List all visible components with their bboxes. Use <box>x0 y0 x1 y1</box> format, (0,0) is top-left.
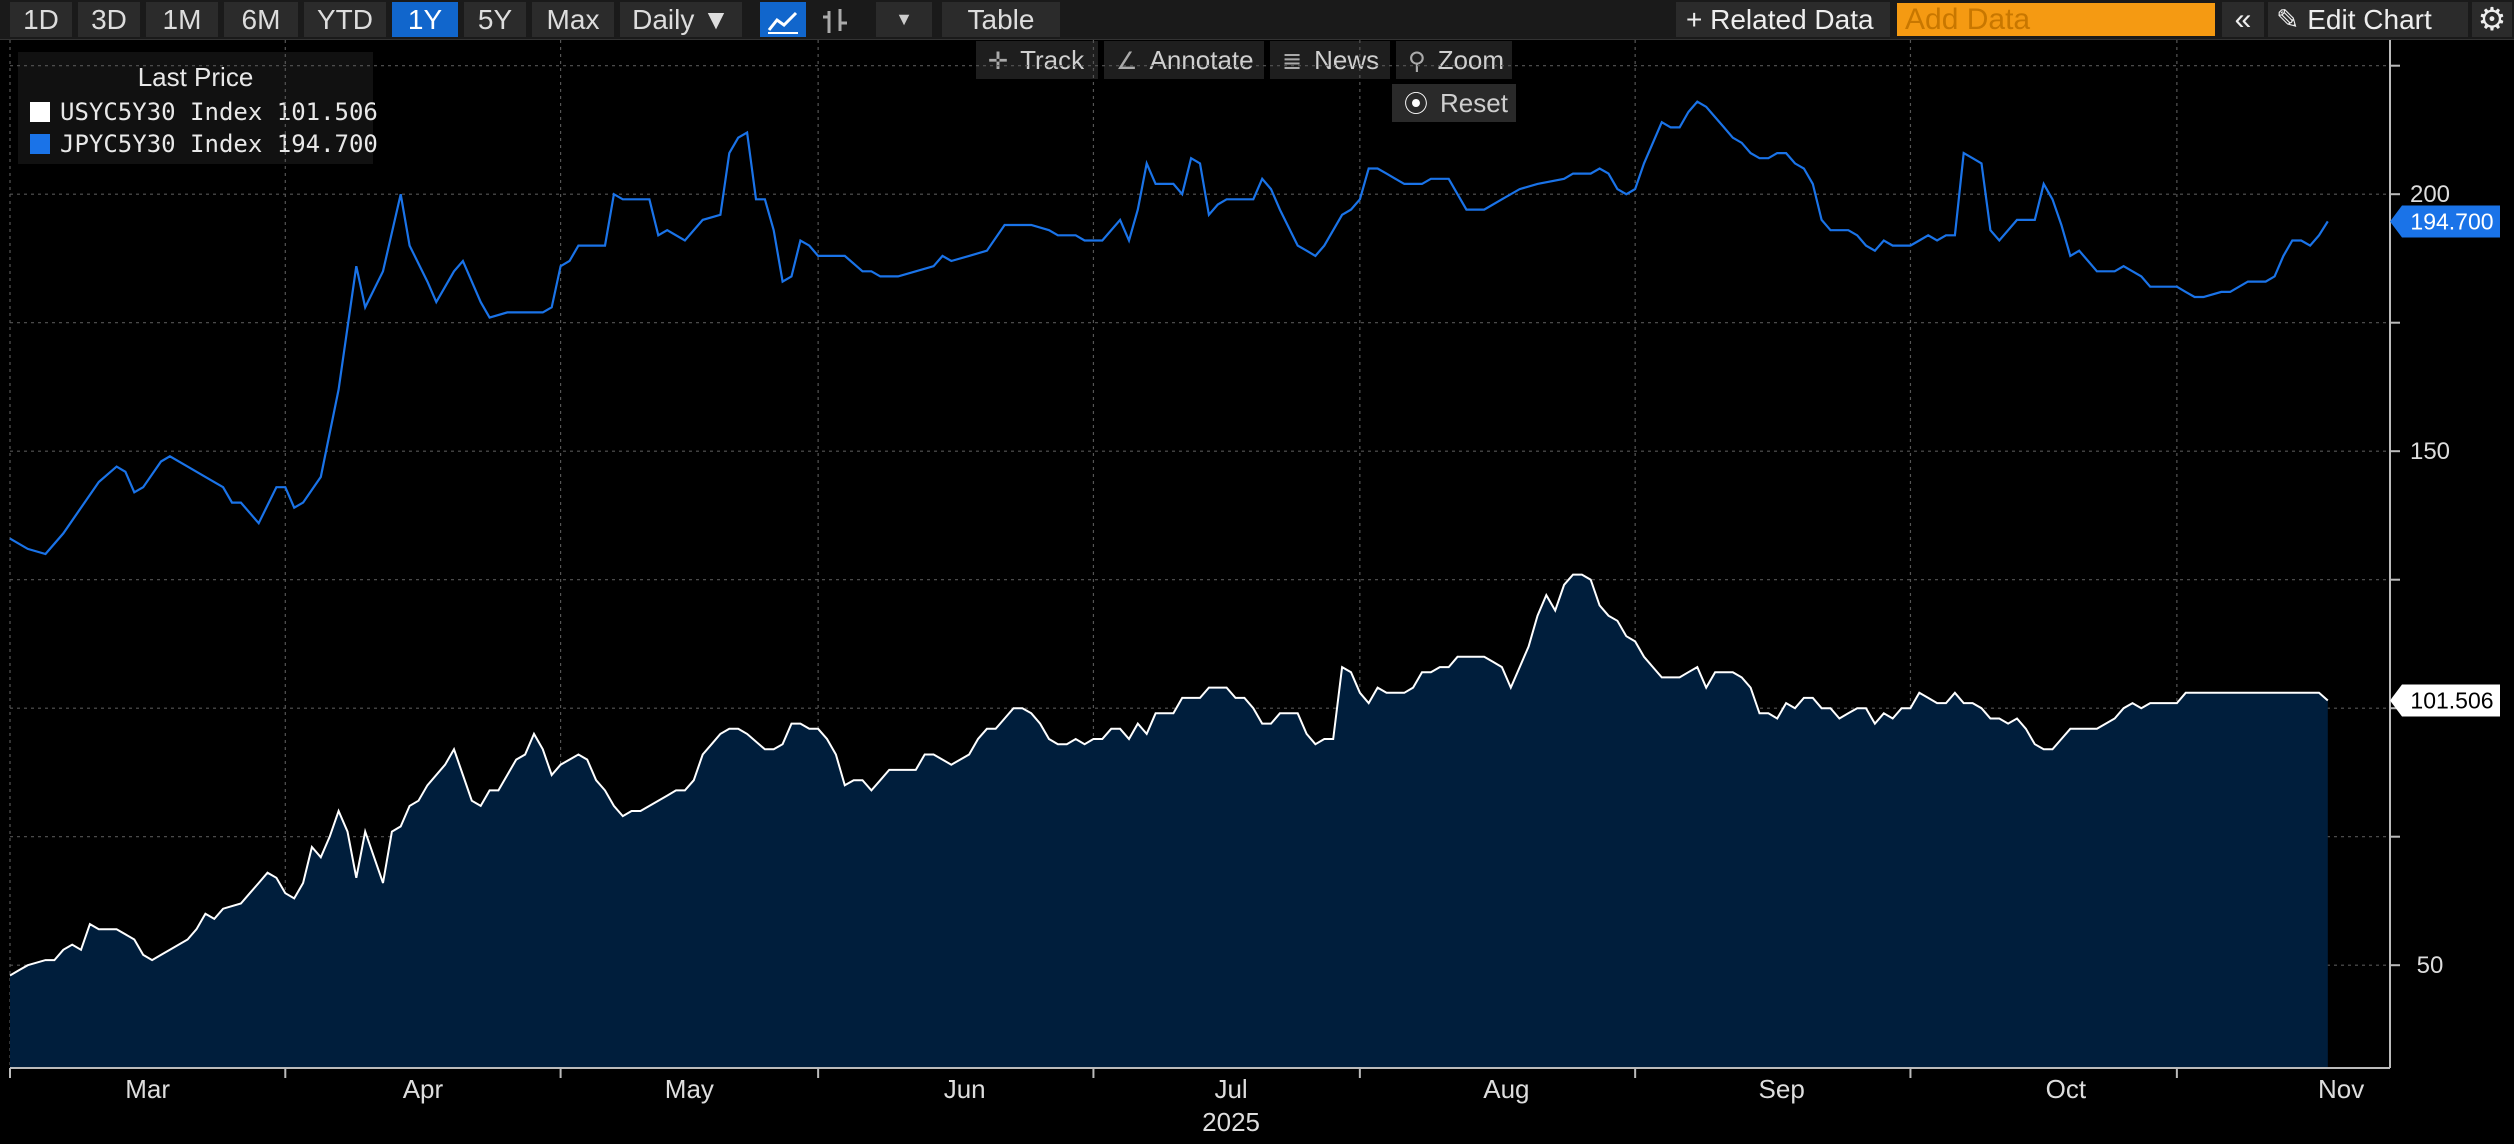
news-icon: ≣ <box>1282 48 1303 75</box>
chart-type-dropdown-icon[interactable]: ▼ <box>876 2 932 37</box>
jpyc5y30-last-value-badge: 194.700 <box>2390 205 2500 238</box>
double-chevron-left-icon[interactable]: « <box>2222 2 2264 37</box>
usyc5y30-last-value-badge-text: 101.506 <box>2410 687 2493 713</box>
x-month-label: Nov <box>2318 1074 2364 1104</box>
reset-button[interactable]: ⦿ Reset <box>1392 84 1516 122</box>
annotate-label: Annotate <box>1149 45 1254 75</box>
range-3d-button[interactable]: 3D <box>78 2 140 37</box>
line-chart-icon[interactable] <box>760 2 806 37</box>
range-ytd-button[interactable]: YTD <box>304 2 386 37</box>
x-month-label: Apr <box>403 1074 444 1104</box>
chart-legend: Last Price USYC5Y30 Index 101.506 JPYC5Y… <box>18 52 378 164</box>
track-label: Track <box>1020 45 1085 75</box>
range-1m-button[interactable]: 1M <box>146 2 218 37</box>
legend-swatch-blue <box>30 134 50 154</box>
x-axis-ticks: Mar Apr May Jun Jul Aug Sep Oct Nov 2025 <box>9 1068 2364 1137</box>
crosshair-icon: ✛ <box>988 48 1009 75</box>
legend-item-usyc5y30[interactable]: USYC5Y30 Index 101.506 <box>30 98 378 126</box>
annotate-button[interactable]: ∠ Annotate <box>1104 41 1264 79</box>
magnifier-icon: ⚲ <box>1408 48 1426 75</box>
y-tick-label: 150 <box>2410 438 2450 465</box>
add-data-input[interactable] <box>1897 3 2215 36</box>
x-month-label: Mar <box>125 1074 170 1104</box>
x-month-label: Aug <box>1483 1074 1529 1104</box>
jpyc5y30-last-value-badge-bg <box>2390 205 2500 238</box>
range-1d-button[interactable]: 1D <box>10 2 72 37</box>
x-month-label: May <box>665 1074 714 1104</box>
y-tick-label: 50 <box>2417 952 2444 979</box>
y-axis-ticks: 50 150 200 <box>2390 64 2450 979</box>
track-button[interactable]: ✛ Track <box>976 41 1098 79</box>
y-tick-label: 200 <box>2410 181 2450 208</box>
news-button[interactable]: ≣ News <box>1270 41 1390 79</box>
reset-circle-icon: ⦿ <box>1404 91 1428 118</box>
news-label: News <box>1314 45 1380 75</box>
edit-chart-button[interactable]: ✎ Edit Chart <box>2268 2 2468 37</box>
range-6m-button[interactable]: 6M <box>224 2 298 37</box>
range-max-button[interactable]: Max <box>532 2 614 37</box>
table-button[interactable]: Table <box>942 2 1060 37</box>
pencil-icon: ✎ <box>2276 4 2300 35</box>
related-data-button[interactable]: + Related Data <box>1676 2 1890 37</box>
jpyc5y30-line <box>9 100 2329 556</box>
jpyc5y30-last-value-badge-text: 194.700 <box>2410 208 2493 234</box>
frequency-dropdown[interactable]: Daily ▼ <box>620 2 742 37</box>
legend-title: Last Price <box>137 62 254 92</box>
usyc5y30-last-value-badge-bg <box>2390 684 2500 717</box>
zoom-button[interactable]: ⚲ Zoom <box>1396 41 1512 79</box>
x-month-label: Jun <box>944 1074 986 1104</box>
x-month-label: Oct <box>2046 1074 2087 1104</box>
legend-label-usyc5y30: USYC5Y30 Index 101.506 <box>60 98 378 126</box>
x-month-label: Sep <box>1759 1074 1805 1104</box>
last-value-badges: 194.700 101.506 <box>2390 205 2500 717</box>
chart-axes <box>10 40 2391 1069</box>
legend-item-jpyc5y30[interactable]: JPYC5Y30 Index 194.700 <box>30 130 378 158</box>
usyc5y30-line <box>9 573 2329 977</box>
x-month-label: Jul <box>1214 1074 1247 1104</box>
pen-icon: ∠ <box>1116 48 1138 75</box>
legend-swatch-white <box>30 102 50 122</box>
range-1y-button[interactable]: 1Y <box>392 2 458 37</box>
zoom-label: Zoom <box>1437 45 1505 75</box>
edit-chart-label: Edit Chart <box>2307 4 2432 35</box>
usyc5y30-area <box>10 574 2328 1068</box>
legend-label-jpyc5y30: JPYC5Y30 Index 194.700 <box>60 130 378 158</box>
chart-grid <box>9 40 2390 1068</box>
x-year-label: 2025 <box>1202 1107 1260 1137</box>
reset-label: Reset <box>1440 88 1508 118</box>
bar-chart-icon[interactable] <box>812 2 858 37</box>
range-5y-button[interactable]: 5Y <box>464 2 526 37</box>
chart-toolbar: 1D 3D 1M 6M YTD 1Y 5Y Max Daily ▼ ▼ Tabl… <box>0 0 2514 40</box>
usyc5y30-last-value-badge: 101.506 <box>2390 684 2500 717</box>
gear-icon[interactable]: ⚙ <box>2472 2 2512 37</box>
